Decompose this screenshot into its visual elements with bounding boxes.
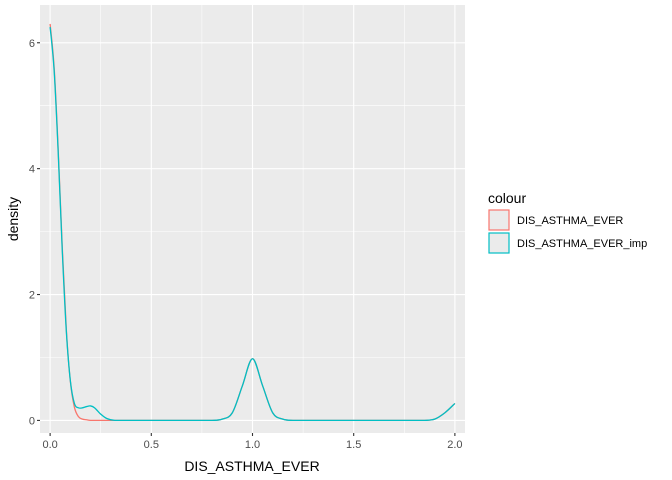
series-lines xyxy=(49,23,456,422)
legend: colour DIS_ASTHMA_EVER DIS_ASTHMA_EVER_im… xyxy=(488,190,647,254)
y-tick-label: 4 xyxy=(29,164,35,176)
legend-label: DIS_ASTHMA_EVER_imp xyxy=(517,238,647,250)
x-axis-ticks: 0.0 0.5 1.0 1.5 2.0 xyxy=(42,433,463,451)
x-tick-label: 0.0 xyxy=(42,439,57,451)
y-tick-label: 6 xyxy=(29,38,35,50)
x-tick-label: 1.0 xyxy=(245,439,260,451)
legend-key xyxy=(488,232,510,254)
y-tick-label: 2 xyxy=(29,290,35,302)
x-tick-label: 1.5 xyxy=(346,439,361,451)
density-line-asthma-ever-imp xyxy=(49,26,456,422)
x-axis-title: DIS_ASTHMA_EVER xyxy=(184,458,319,474)
x-tick-label: 0.5 xyxy=(144,439,159,451)
legend-items: DIS_ASTHMA_EVER DIS_ASTHMA_EVER_imp xyxy=(488,209,647,254)
x-tick-label: 2.0 xyxy=(447,439,462,451)
y-axis-ticks: 0 2 4 6 xyxy=(29,38,40,427)
y-tick-label: 0 xyxy=(29,415,35,427)
legend-title: colour xyxy=(488,190,526,206)
major-grid xyxy=(40,5,465,433)
legend-label: DIS_ASTHMA_EVER xyxy=(517,215,623,227)
legend-key xyxy=(488,209,510,231)
y-axis-title: density xyxy=(5,197,21,241)
